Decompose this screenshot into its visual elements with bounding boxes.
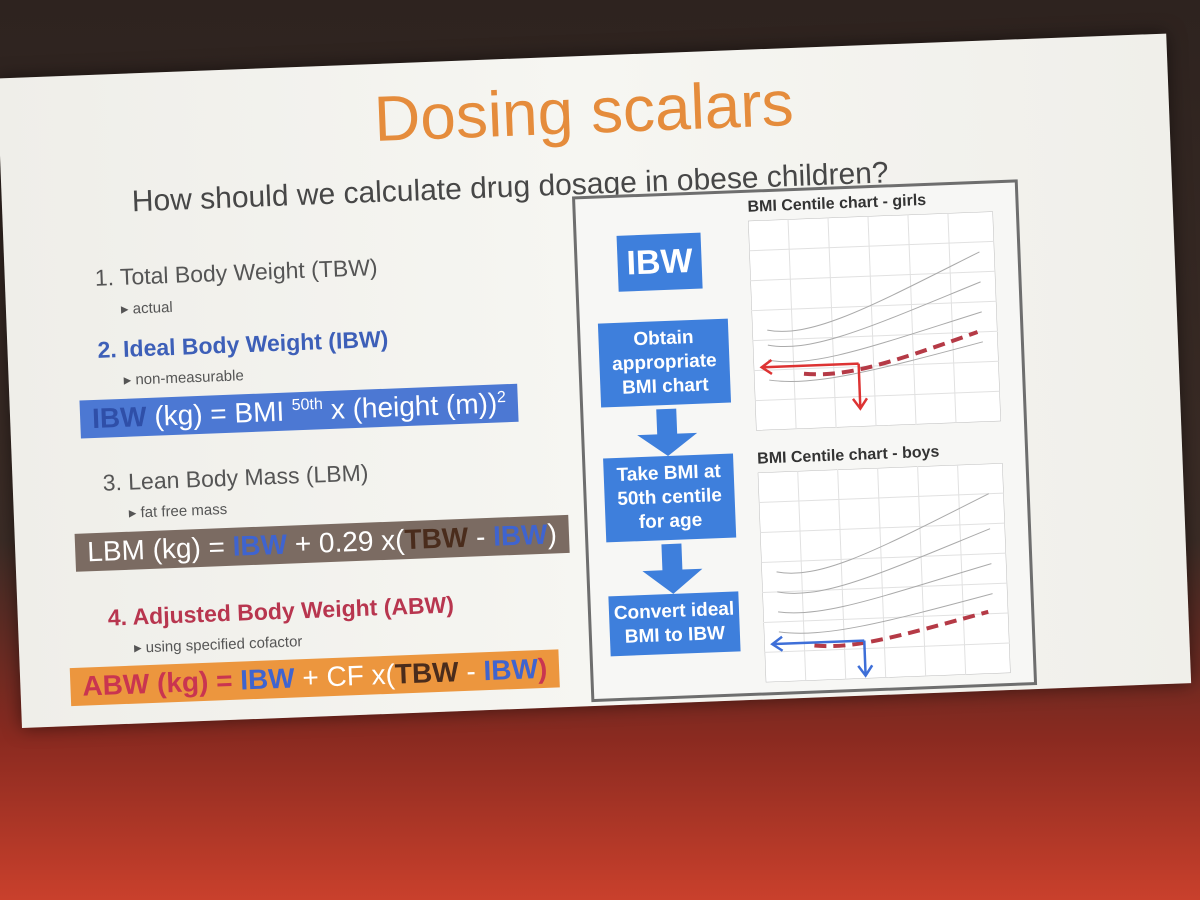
formula-part: + CF x( [294, 658, 396, 694]
formula-part: IBW [232, 528, 288, 562]
item-note: non-measurable [123, 366, 244, 389]
formula-part: x (height (m)) [322, 387, 498, 426]
slide-title: Dosing scalars [372, 66, 795, 156]
formula-lbm: LBM (kg) = IBW + 0.29 x(TBW - IBW) [74, 514, 570, 572]
formula-ibw: IBW (kg) = BMI 50th x (height (m))2 [79, 383, 519, 439]
formula-part: TBW [394, 656, 460, 690]
centile-curves [767, 251, 984, 382]
item-heading: 1. Total Body Weight (TBW) [94, 254, 378, 291]
centile-50th [814, 609, 989, 649]
centile-chart-boys [757, 463, 1011, 683]
item-note: actual [121, 298, 173, 318]
formula-part: TBW [403, 521, 469, 556]
chart-title: BMI Centile chart - girls [747, 191, 927, 216]
chart-arrow [770, 635, 874, 678]
chart-title: BMI Centile chart - boys [756, 443, 940, 468]
formula-part: ABW (kg) = [81, 664, 241, 702]
flow-arrow [637, 408, 698, 456]
formula-part: + 0.29 x( [286, 524, 406, 560]
formula-part: LBM (kg) = [86, 530, 234, 568]
chart-arrow [759, 358, 869, 411]
formula-part: 50th [291, 395, 324, 415]
formula-abw: ABW (kg) = IBW + CF x(TBW - IBW) [69, 649, 560, 707]
chart-frame [757, 463, 1011, 683]
centile-curves [776, 493, 993, 634]
item-note: fat free mass [128, 500, 227, 522]
formula-part: - [467, 520, 494, 553]
item-note: using specified cofactor [134, 632, 302, 656]
formula-part: IBW [492, 518, 549, 552]
flow-arrows [637, 408, 703, 594]
formula-part: ) [546, 518, 558, 550]
chart-grid [749, 213, 1000, 430]
formula-part: ) [537, 652, 548, 685]
formula-part: (kg) = BMI [145, 395, 293, 432]
formula-part: IBW [482, 653, 539, 687]
formula-part: IBW [239, 662, 296, 696]
item-heading: 4. Adjusted Body Weight (ABW) [107, 591, 455, 631]
slide: Dosing scalars How should we calculate d… [0, 33, 1192, 728]
formula-part: - [458, 655, 485, 688]
item-heading: 2. Ideal Body Weight (IBW) [97, 325, 389, 363]
flowchart-panel: IBW Obtain appropriate BMI chart Take BM… [572, 179, 1038, 703]
formula-part: 2 [496, 388, 507, 407]
formula-part: IBW [91, 400, 148, 435]
centile-chart-girls [748, 211, 1001, 431]
centile-50th [803, 330, 979, 377]
flow-arrow [642, 543, 703, 594]
item-heading: 3. Lean Body Mass (LBM) [102, 459, 369, 496]
